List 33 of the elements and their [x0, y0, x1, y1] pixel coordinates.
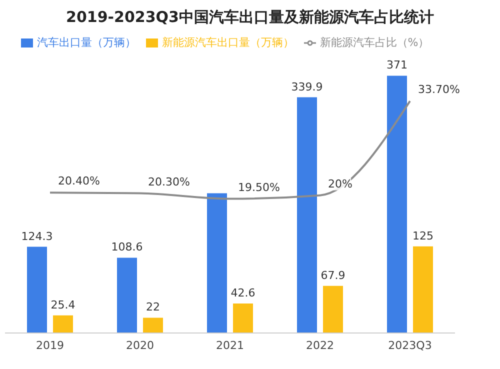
data-label: 22 — [146, 300, 160, 314]
data-label: 67.9 — [320, 268, 346, 282]
bar — [413, 246, 433, 333]
bar — [117, 258, 137, 333]
bar — [207, 193, 227, 333]
data-label: 42.6 — [230, 286, 256, 300]
bar — [323, 286, 343, 333]
data-label: 108.6 — [111, 240, 143, 254]
data-label: 125 — [412, 229, 434, 242]
bar — [143, 318, 163, 333]
bar — [387, 76, 407, 333]
legend-label: 汽车出口量（万辆） — [36, 36, 136, 49]
bar — [27, 246, 47, 333]
data-label: 339.9 — [291, 80, 323, 94]
x-tick-label: 2021 — [216, 338, 244, 352]
data-label: 19.50% — [238, 180, 280, 194]
data-label: 124.3 — [21, 230, 53, 243]
data-label: 371 — [386, 58, 408, 72]
chart-title: 2019-2023Q3中国汽车出口量及新能源汽车占比统计 — [65, 7, 435, 27]
legend-label: 新能源汽车占比（%） — [320, 36, 430, 49]
bar — [53, 315, 73, 333]
x-tick-label: 2023Q3 — [388, 338, 432, 352]
x-tick-label: 2019 — [36, 338, 64, 352]
x-tick-label: 2022 — [306, 338, 334, 352]
data-label: 20.30% — [148, 175, 190, 188]
data-label: 20.40% — [58, 174, 100, 188]
data-label: 25.4 — [50, 298, 76, 312]
legend-label: 新能源汽车出口量（万辆） — [162, 36, 294, 49]
data-label: 20% — [328, 177, 352, 190]
bar — [297, 97, 317, 333]
bar — [233, 303, 253, 333]
x-tick-label: 2020 — [126, 338, 154, 352]
data-label: 33.70% — [418, 83, 460, 96]
